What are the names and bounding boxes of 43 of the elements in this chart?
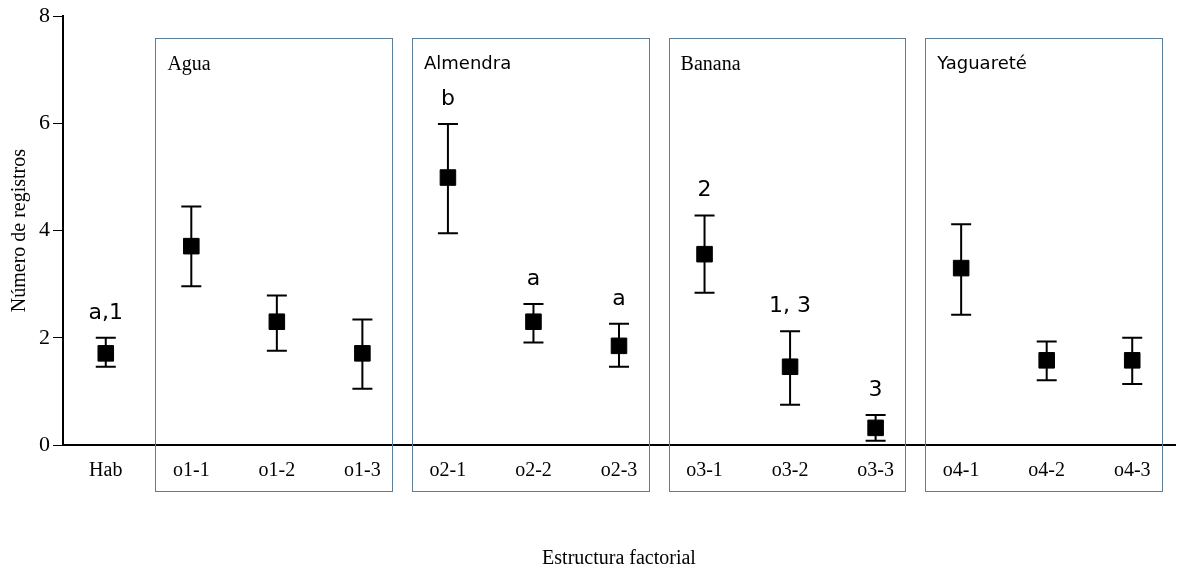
annotation: Banana: [680, 52, 741, 76]
point: [439, 169, 457, 186]
annotation: 3: [868, 375, 883, 401]
annotation: Agua: [167, 52, 211, 76]
annotation: a: [612, 284, 626, 310]
point: [268, 313, 286, 330]
annotation: a: [526, 264, 541, 290]
x-tick-label: o1-2: [258, 458, 296, 481]
x-tick-label: o2-1: [429, 458, 467, 481]
annotation: Almendra: [423, 52, 512, 74]
x-axis-title: Estructura factorial: [542, 546, 697, 569]
point: [97, 345, 115, 362]
annotation: 2: [697, 176, 712, 202]
x-tick-label: o4-2: [1028, 458, 1066, 481]
x-tick-label: o4-3: [1113, 458, 1151, 481]
y-tick-label: 6: [39, 109, 50, 135]
x-tick-label: o4-1: [942, 458, 980, 481]
point: [1038, 352, 1055, 369]
annotation: a,1: [88, 298, 124, 324]
x-tick-label: o2-3: [600, 458, 638, 481]
point: [867, 419, 884, 437]
point: [952, 259, 970, 277]
point: [1123, 352, 1141, 369]
point: [696, 245, 713, 263]
point: [354, 345, 371, 362]
y-tick-label: 2: [39, 323, 50, 349]
x-tick-label: o1-3: [344, 458, 381, 481]
x-tick-label: Hab: [89, 458, 123, 481]
annotation: b: [440, 84, 455, 110]
annotation: 1, 3: [769, 292, 812, 318]
annotation: Yaguareté: [937, 52, 1027, 74]
x-tick-label: o2-2: [515, 458, 552, 481]
point: [781, 358, 799, 376]
y-tick-label: 0: [39, 430, 50, 456]
x-tick-label: o3-3: [857, 458, 894, 481]
x-tick-label: o3-2: [771, 458, 809, 481]
point: [183, 237, 200, 255]
y-axis-title: Número de registros: [7, 148, 31, 313]
y-tick-label: 4: [39, 216, 50, 242]
x-tick-label: o1-1: [172, 458, 210, 481]
y-tick-label: 8: [39, 1, 50, 27]
x-tick-label: o3-1: [686, 458, 723, 481]
point: [525, 313, 542, 330]
